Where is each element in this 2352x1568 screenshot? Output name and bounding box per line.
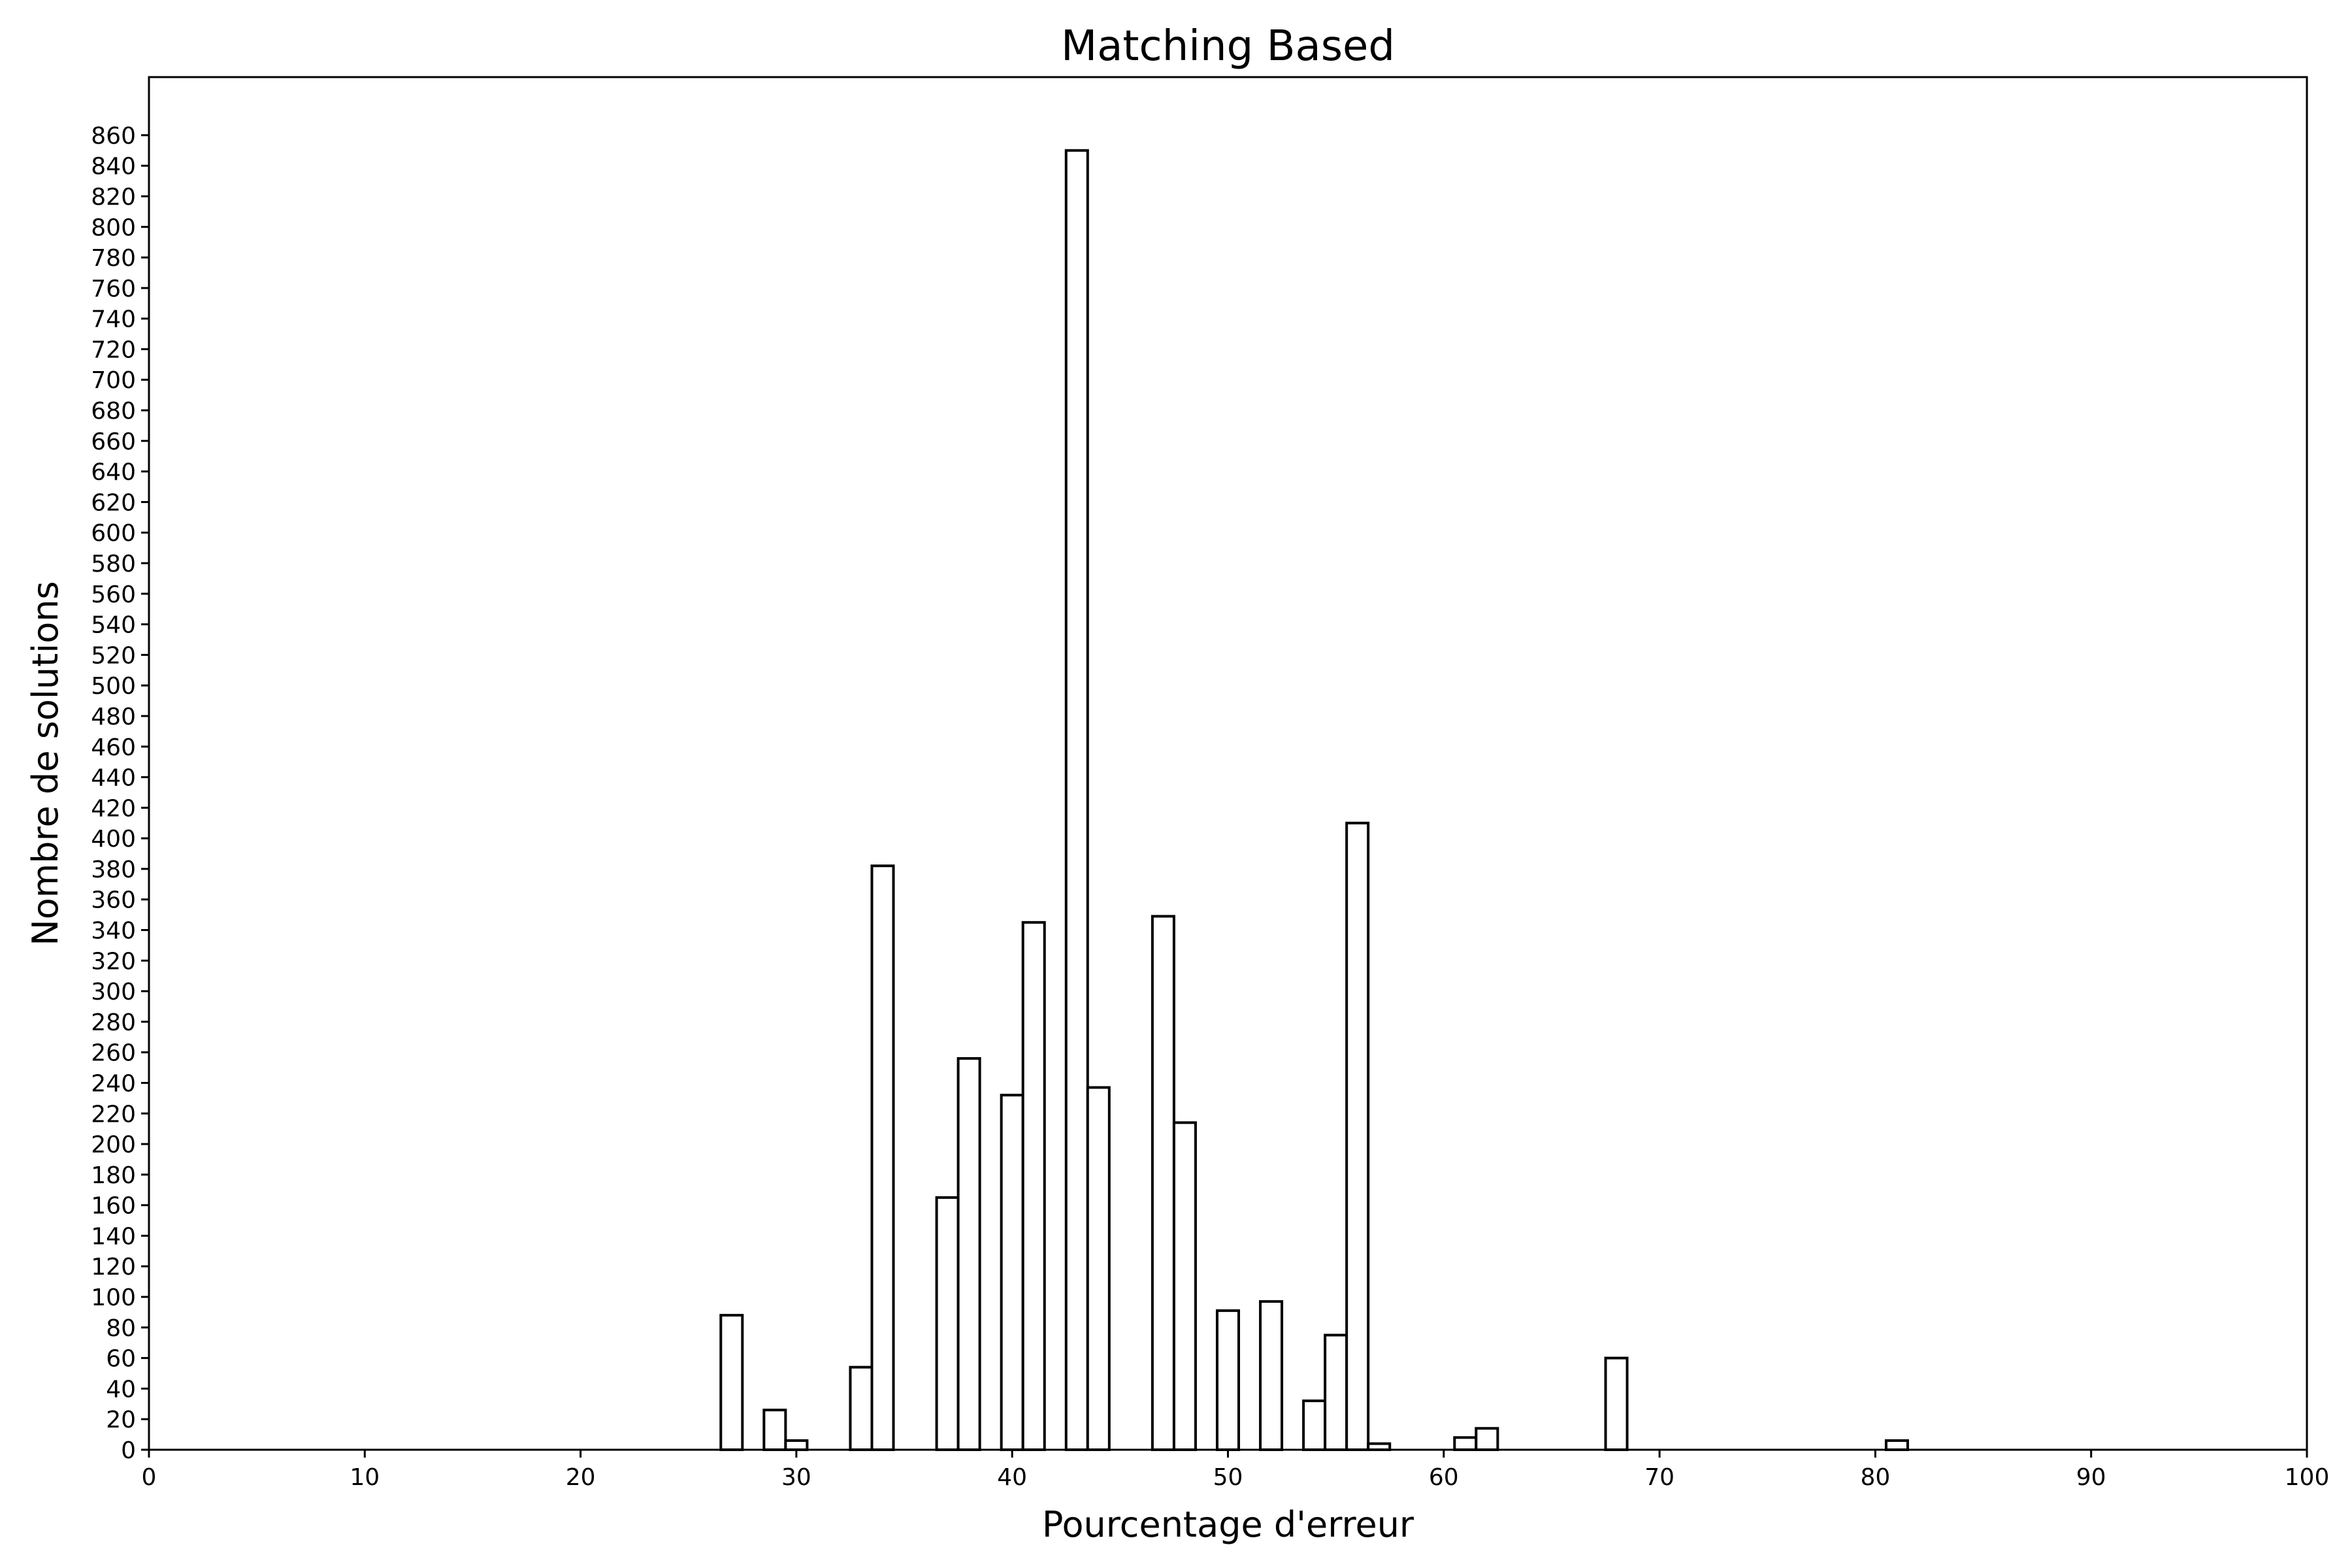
y-tick-label: 700 — [91, 367, 136, 394]
bar-40 — [1000, 1094, 1024, 1451]
y-tick-label: 460 — [91, 734, 136, 761]
y-tick-label: 780 — [91, 245, 136, 272]
x-tick-label: 70 — [1644, 1464, 1674, 1491]
y-tick-label: 400 — [91, 826, 136, 853]
y-tick-label: 120 — [91, 1254, 136, 1281]
y-tick-label: 720 — [91, 336, 136, 363]
y-tick-label: 60 — [106, 1346, 136, 1373]
y-tick-label: 520 — [91, 642, 136, 669]
x-tick-label: 30 — [781, 1464, 811, 1491]
x-tick-label: 50 — [1213, 1464, 1243, 1491]
bar-55 — [1324, 1333, 1348, 1451]
y-tick-label: 500 — [91, 673, 136, 700]
bar-43 — [1064, 149, 1089, 1452]
bar-47 — [1151, 915, 1175, 1451]
y-tick-label: 480 — [91, 704, 136, 730]
bar-54 — [1302, 1399, 1327, 1451]
y-tick-label: 840 — [91, 154, 136, 180]
y-tick-label: 800 — [91, 214, 136, 241]
y-tick-label: 360 — [91, 887, 136, 914]
bar-62 — [1475, 1427, 1499, 1451]
y-tick-label: 240 — [91, 1070, 136, 1097]
bar-56 — [1345, 821, 1370, 1451]
y-tick-label: 600 — [91, 520, 136, 547]
bar-50 — [1215, 1309, 1241, 1451]
x-axis-label: Pourcentage d'erreur — [1042, 1504, 1414, 1545]
y-tick-label: 380 — [91, 857, 136, 883]
bar-38 — [956, 1057, 981, 1452]
x-axis-ticks: 0 10 20 30 40 50 60 70 80 90 100 — [142, 1450, 2330, 1491]
bar-52 — [1259, 1300, 1284, 1451]
y-tick-label: 100 — [91, 1284, 136, 1311]
y-tick-label: 160 — [91, 1193, 136, 1220]
y-tick-label: 180 — [91, 1162, 136, 1189]
bar-37 — [935, 1196, 960, 1451]
y-tick-label: 220 — [91, 1101, 136, 1128]
bars-group — [719, 149, 1909, 1452]
y-tick-label: 540 — [91, 612, 136, 639]
y-tick-label: 640 — [91, 459, 136, 486]
bar-48 — [1172, 1121, 1197, 1452]
y-tick-label: 420 — [91, 795, 136, 822]
y-tick-label: 200 — [91, 1132, 136, 1158]
x-tick-label: 80 — [1860, 1464, 1890, 1491]
x-tick-label: 0 — [142, 1464, 157, 1491]
y-tick-label: 820 — [91, 184, 136, 210]
bar-29 — [762, 1409, 787, 1451]
y-tick-label: 300 — [91, 979, 136, 1005]
y-tick-label: 440 — [91, 765, 136, 792]
y-tick-label: 280 — [91, 1009, 136, 1036]
y-tick-label: 0 — [121, 1437, 136, 1464]
y-tick-label: 580 — [91, 551, 136, 578]
bar-27 — [719, 1314, 744, 1451]
y-tick-label: 760 — [91, 276, 136, 302]
chart-title: Matching Based — [1061, 22, 1395, 71]
x-tick-label: 100 — [2285, 1464, 2330, 1491]
bar-81 — [1884, 1439, 1909, 1452]
y-axis-ticks: 0 20 40 60 80 100 120 140 160 180 200 220 240 260 280 3… — [91, 123, 149, 1464]
y-tick-label: 740 — [91, 306, 136, 333]
y-tick-label: 340 — [91, 918, 136, 945]
x-tick-label: 10 — [350, 1464, 380, 1491]
x-tick-label: 60 — [1429, 1464, 1459, 1491]
bar-61 — [1453, 1436, 1478, 1452]
y-tick-label: 320 — [91, 948, 136, 975]
bar-44 — [1086, 1086, 1111, 1451]
bar-34 — [870, 864, 895, 1451]
bar-33 — [849, 1365, 874, 1451]
bar-68 — [1604, 1356, 1629, 1451]
y-tick-label: 620 — [91, 489, 136, 516]
y-tick-label: 860 — [91, 123, 136, 150]
x-tick-label: 90 — [2076, 1464, 2106, 1491]
x-tick-label: 40 — [997, 1464, 1027, 1491]
x-tick-label: 20 — [566, 1464, 596, 1491]
y-tick-label: 80 — [106, 1315, 136, 1342]
bar-41 — [1021, 921, 1046, 1452]
y-tick-label: 680 — [91, 398, 136, 425]
y-tick-label: 40 — [106, 1376, 136, 1403]
bar-30 — [784, 1439, 809, 1452]
y-tick-label: 140 — [91, 1223, 136, 1250]
y-tick-label: 20 — [106, 1407, 136, 1433]
y-tick-label: 660 — [91, 429, 136, 455]
plot-frame — [148, 76, 2308, 1451]
y-tick-label: 260 — [91, 1040, 136, 1067]
y-axis-label: Nombre de solutions — [25, 581, 66, 945]
y-tick-label: 560 — [91, 581, 136, 608]
